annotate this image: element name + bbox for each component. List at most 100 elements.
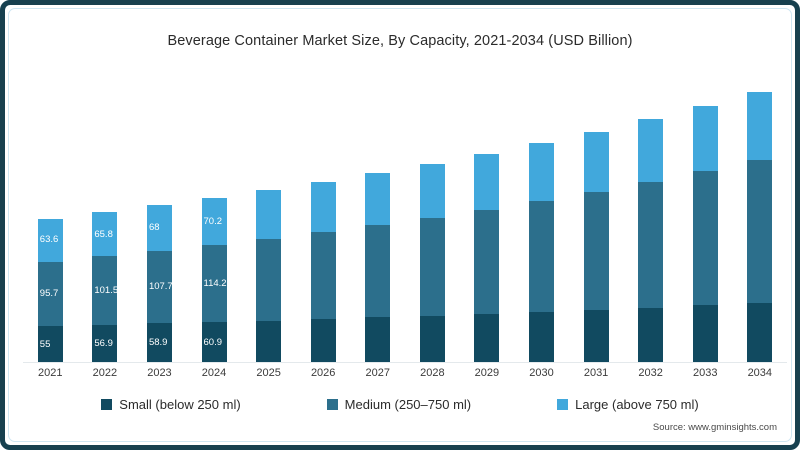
stacked-bar[interactable]	[474, 153, 500, 363]
bar-column-2033[interactable]	[678, 67, 733, 363]
bar-value-label: 58.9	[148, 337, 168, 349]
bar-value-label: 68	[148, 222, 160, 234]
bar-column-2030[interactable]	[514, 67, 569, 363]
bar-segment-medium[interactable]	[747, 159, 773, 303]
bar-column-2021[interactable]: 63.6 95.7 55	[23, 67, 78, 363]
bar-segment-small[interactable]: 56.9	[92, 324, 118, 363]
bar-segment-large[interactable]	[310, 181, 336, 233]
bar-segment-small[interactable]	[747, 302, 773, 363]
bar-segment-large[interactable]	[365, 173, 391, 226]
bar-segment-medium[interactable]	[419, 217, 445, 316]
bar-segment-large[interactable]: 65.8	[92, 212, 118, 257]
legend-swatch-icon	[326, 399, 338, 410]
bar-segment-large[interactable]: 68	[146, 205, 172, 251]
bar-segment-medium[interactable]	[474, 209, 500, 314]
bar-column-2023[interactable]: 68 107.7 58.9	[132, 67, 187, 363]
legend-swatch-icon	[557, 399, 569, 410]
bar-value-label: 55	[39, 338, 51, 350]
stacked-bar[interactable]: 65.8 101.5 56.9	[92, 212, 118, 363]
bar-value-label: 65.8	[94, 228, 113, 240]
bar-segment-medium[interactable]: 95.7	[37, 261, 63, 326]
bar-segment-small[interactable]	[365, 317, 391, 363]
x-axis-line	[23, 362, 787, 363]
bar-value-label: 70.2	[203, 215, 223, 227]
legend-item-large[interactable]: Large (above 750 ml)	[557, 397, 699, 412]
bar-column-2027[interactable]	[350, 67, 405, 363]
bar-segment-large[interactable]: 63.6	[37, 218, 63, 262]
bar-segment-small[interactable]: 58.9	[146, 323, 172, 363]
bar-group: 63.6 95.7 55 65.8 101.5 56.9 68 107.7 58.9 70.2 11…	[23, 67, 787, 363]
x-tick-2026: 2026	[310, 367, 336, 379]
x-tick-2024: 2024	[201, 367, 227, 379]
x-tick-2028: 2028	[420, 367, 445, 379]
legend-swatch-icon	[101, 399, 113, 410]
page-title: Beverage Container Market Size, By Capac…	[167, 33, 633, 49]
stacked-bar[interactable]	[747, 91, 773, 363]
bar-segment-medium[interactable]	[528, 201, 554, 312]
chart-legend: Small (below 250 ml) Medium (250–750 ml) L…	[5, 397, 795, 412]
bar-segment-small[interactable]: 55	[37, 326, 63, 363]
bar-segment-large[interactable]	[474, 153, 500, 210]
bar-segment-medium[interactable]: 101.5	[92, 256, 118, 325]
bar-segment-medium[interactable]	[583, 192, 609, 310]
x-tick-2033: 2033	[692, 367, 718, 379]
bar-segment-small[interactable]	[256, 320, 282, 363]
bar-segment-medium[interactable]	[638, 182, 664, 308]
x-tick-2022: 2022	[92, 367, 118, 379]
bar-segment-medium[interactable]	[692, 171, 718, 306]
bar-column-2029[interactable]	[460, 67, 515, 363]
bar-column-2034[interactable]	[733, 67, 788, 363]
x-axis-tick-labels: 2021 2022 2023 2024 2025 2026 2027 2028 2029 2030…	[23, 367, 787, 379]
bar-segment-large[interactable]	[256, 190, 282, 240]
bar-column-2028[interactable]	[405, 67, 460, 363]
legend-item-small[interactable]: Small (below 250 ml)	[101, 397, 241, 412]
stacked-bar[interactable]	[583, 131, 609, 363]
x-tick-2025: 2025	[256, 367, 281, 379]
stacked-bar[interactable]	[310, 181, 336, 363]
stacked-bar[interactable]: 70.2 114.2 60.9	[201, 198, 227, 363]
bar-segment-medium[interactable]: 107.7	[146, 250, 173, 324]
bar-segment-medium[interactable]	[365, 225, 391, 318]
bar-segment-small[interactable]	[419, 315, 445, 363]
stacked-bar[interactable]	[256, 190, 282, 363]
stacked-bar[interactable]	[528, 143, 554, 363]
bar-segment-medium[interactable]: 114.2	[201, 245, 227, 323]
bar-value-label: 56.9	[94, 338, 113, 350]
bar-column-2026[interactable]	[296, 67, 351, 363]
stacked-bar[interactable]	[638, 119, 664, 363]
bar-segment-large[interactable]	[747, 91, 773, 160]
bar-segment-small[interactable]	[528, 311, 554, 363]
x-tick-2021: 2021	[38, 367, 63, 379]
bar-segment-small[interactable]	[692, 305, 718, 363]
x-tick-2032: 2032	[638, 367, 663, 379]
bar-segment-small[interactable]	[638, 307, 664, 363]
stacked-bar[interactable]: 63.6 95.7 55	[37, 218, 63, 363]
bar-segment-small[interactable]	[474, 313, 500, 363]
bar-column-2031[interactable]	[569, 67, 624, 363]
stacked-bar[interactable]	[692, 106, 718, 363]
bar-column-2025[interactable]	[241, 67, 296, 363]
bar-segment-large[interactable]	[528, 143, 554, 202]
bar-segment-large[interactable]	[692, 106, 718, 172]
bar-segment-large[interactable]	[583, 131, 609, 193]
bar-segment-medium[interactable]	[256, 239, 282, 321]
bar-segment-large[interactable]	[638, 119, 664, 183]
stacked-bar[interactable]	[419, 163, 445, 363]
legend-item-medium[interactable]: Medium (250–750 ml)	[326, 397, 471, 412]
bar-column-2024[interactable]: 70.2 114.2 60.9	[187, 67, 242, 363]
bar-segment-medium[interactable]	[310, 232, 336, 320]
bar-column-2022[interactable]: 65.8 101.5 56.9	[78, 67, 133, 363]
bar-column-2032[interactable]	[623, 67, 678, 363]
plot-area: 63.6 95.7 55 65.8 101.5 56.9 68 107.7 58.9 70.2 11…	[23, 67, 787, 363]
bar-segment-small[interactable]: 60.9	[201, 322, 227, 363]
bar-value-label: 95.7	[39, 288, 59, 300]
stacked-bar[interactable]	[365, 173, 391, 363]
bar-segment-small[interactable]	[310, 319, 336, 363]
bar-segment-large[interactable]	[419, 163, 445, 218]
stacked-bar[interactable]: 68 107.7 58.9	[146, 205, 173, 363]
x-tick-2023: 2023	[147, 367, 172, 379]
x-tick-2034: 2034	[747, 367, 773, 379]
bar-segment-large[interactable]: 70.2	[201, 198, 227, 246]
bar-segment-small[interactable]	[583, 309, 609, 363]
